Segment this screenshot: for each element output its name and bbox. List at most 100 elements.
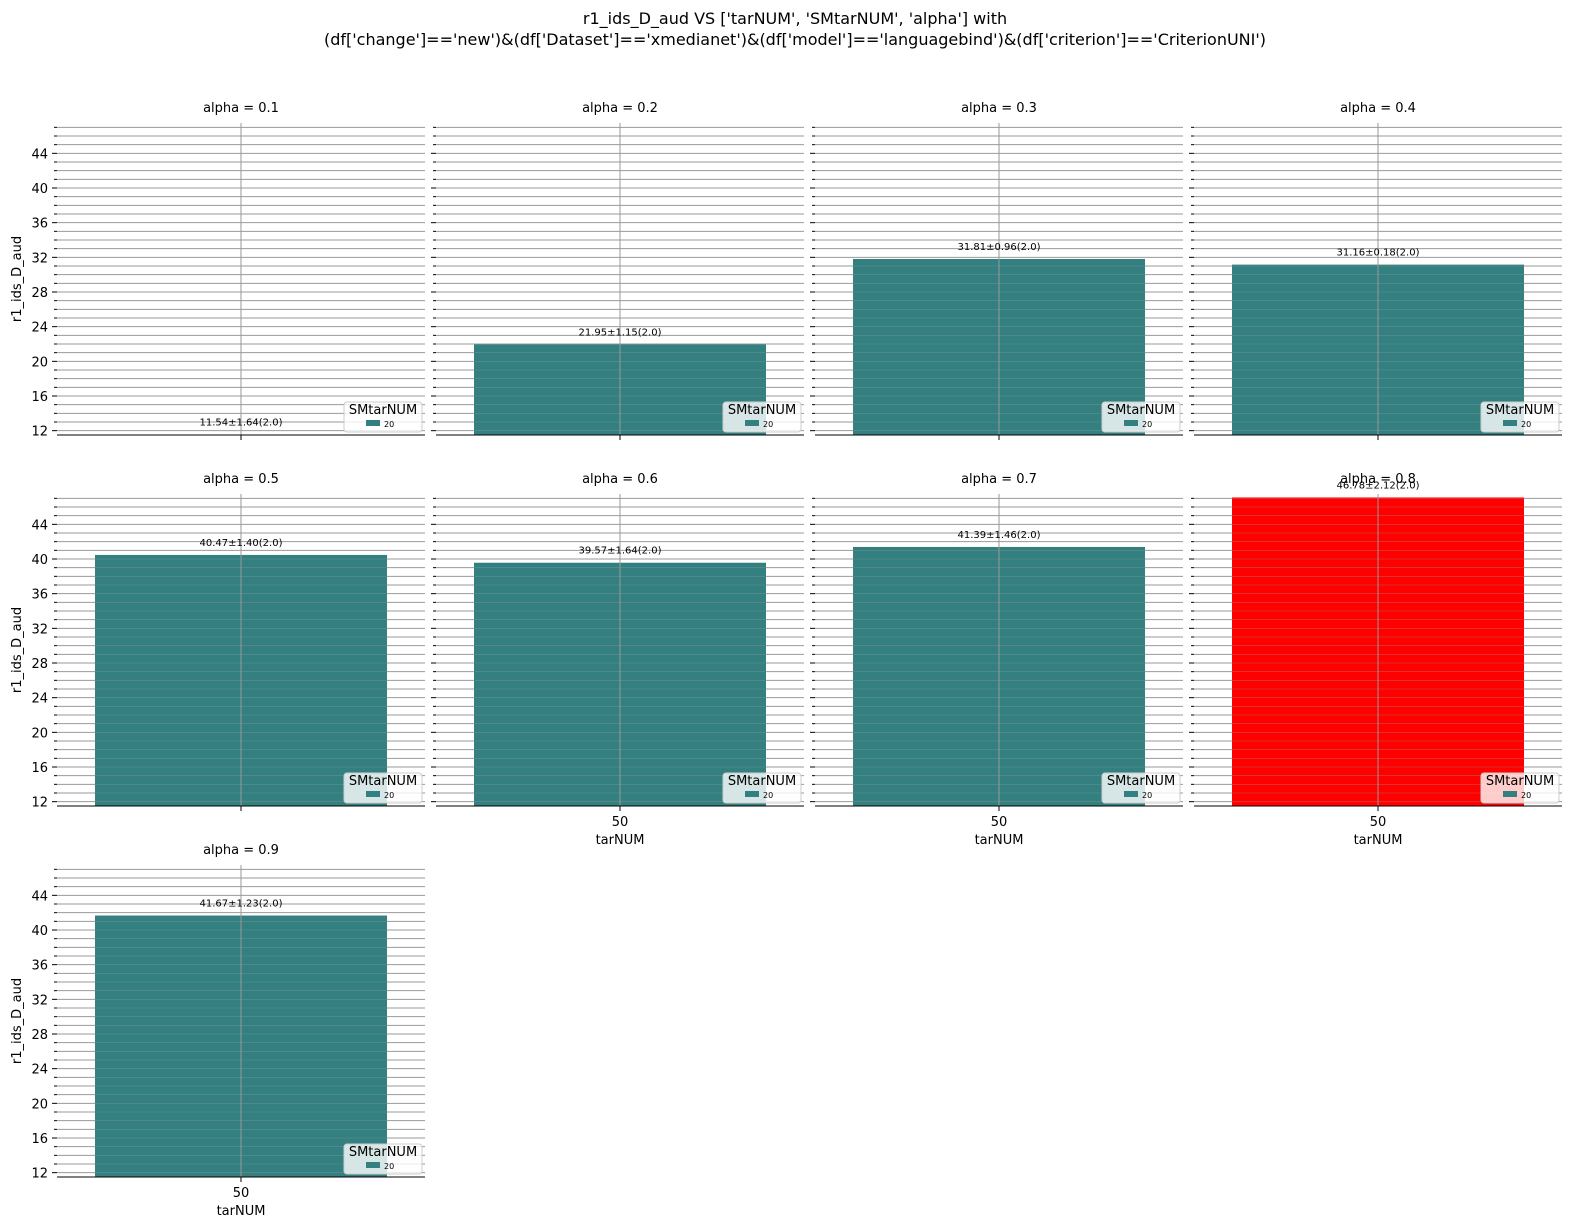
bar-value-label: 40.47±1.40(2.0) xyxy=(200,538,283,549)
y-tick-label: 44 xyxy=(31,889,48,904)
panel-2: alpha = 0.2 21.95±1.15(2.0) SMtarNUM 20 xyxy=(431,101,804,440)
bar-value-label: 31.81±0.96(2.0) xyxy=(958,242,1041,253)
panel-9: 12 16 20 24 28 32 36 40 44 r1_ids_D_aud 50 tarNUM al… xyxy=(10,843,425,1219)
y-tick-label: 12 xyxy=(31,1167,48,1182)
legend-swatch xyxy=(745,420,759,426)
panel-8: 50 tarNUM alpha = 0.846.78±2.12(2.0) SMtarN… xyxy=(1189,472,1562,848)
y-tick-label: 28 xyxy=(31,657,48,672)
y-tick-label: 16 xyxy=(31,1132,48,1147)
bar-value-label: 31.16±0.18(2.0) xyxy=(1337,248,1420,259)
legend-title: SMtarNUM xyxy=(1486,774,1554,789)
panel-3: alpha = 0.3 31.81±0.96(2.0) SMtarNUM 20 xyxy=(810,101,1183,440)
x-axis-label: tarNUM xyxy=(217,1204,266,1219)
y-tick-label: 20 xyxy=(31,1097,48,1112)
legend-title: SMtarNUM xyxy=(728,403,796,418)
legend-entry: 20 xyxy=(384,420,394,429)
legend-entry: 20 xyxy=(1142,791,1152,800)
chart-title-line1: r1_ids_D_aud VS ['tarNUM', 'SMtarNUM', '… xyxy=(583,9,1007,29)
panel-title: alpha = 0.5 xyxy=(203,472,279,487)
legend-title: SMtarNUM xyxy=(1107,403,1175,418)
legend-box xyxy=(1480,772,1560,804)
legend-entry: 20 xyxy=(1521,791,1531,800)
y-tick-label: 12 xyxy=(31,425,48,440)
legend-entry: 20 xyxy=(1142,420,1152,429)
y-axis-label: r1_ids_D_aud xyxy=(10,978,25,1064)
legend-swatch xyxy=(366,420,380,426)
y-tick-label: 40 xyxy=(31,553,48,568)
panel-6: 50 tarNUM alpha = 0.6 39.57±1.64(2.0) SMtarN… xyxy=(431,472,804,848)
legend-box xyxy=(343,772,423,804)
legend-title: SMtarNUM xyxy=(349,1145,417,1160)
legend-box xyxy=(722,772,802,804)
y-tick-label: 32 xyxy=(31,622,48,637)
x-tick-label: 50 xyxy=(612,815,629,830)
y-tick-label: 20 xyxy=(31,726,48,741)
legend-box xyxy=(1101,772,1181,804)
y-axis-label: r1_ids_D_aud xyxy=(10,607,25,693)
legend-title: SMtarNUM xyxy=(728,774,796,789)
y-tick-label: 44 xyxy=(31,147,48,162)
legend-title: SMtarNUM xyxy=(349,774,417,789)
legend-swatch xyxy=(1503,420,1517,426)
y-tick-label: 28 xyxy=(31,286,48,301)
legend-entry: 20 xyxy=(1521,420,1531,429)
panel-title: alpha = 0.2 xyxy=(582,101,658,116)
panel-title: alpha = 0.9 xyxy=(203,843,279,858)
legend-title: SMtarNUM xyxy=(1486,403,1554,418)
x-tick-label: 50 xyxy=(991,815,1008,830)
legend-swatch xyxy=(366,791,380,797)
panel-title: alpha = 0.6 xyxy=(582,472,658,487)
x-axis-label: tarNUM xyxy=(596,833,645,848)
y-tick-label: 40 xyxy=(31,924,48,939)
legend-entry: 20 xyxy=(384,1162,394,1171)
y-tick-label: 24 xyxy=(31,692,48,707)
panel-title: alpha = 0.8 xyxy=(1340,472,1416,487)
y-tick-label: 36 xyxy=(31,588,48,603)
y-tick-label: 16 xyxy=(31,761,48,776)
y-tick-label: 36 xyxy=(31,217,48,232)
bar-value-label: 11.54±1.64(2.0) xyxy=(200,418,283,429)
panel-title: alpha = 0.1 xyxy=(203,101,279,116)
panel-5: 12 16 20 24 28 32 36 40 44 r1_ids_D_aud alpha = 0.… xyxy=(10,472,425,811)
y-tick-label: 16 xyxy=(31,390,48,405)
y-tick-label: 24 xyxy=(31,1063,48,1078)
legend-entry: 20 xyxy=(763,791,773,800)
legend-swatch xyxy=(1503,791,1517,797)
y-axis-label: r1_ids_D_aud xyxy=(10,236,25,322)
bar-value-label: 46.78±2.12(2.0) xyxy=(1337,480,1420,491)
x-axis-label: tarNUM xyxy=(975,833,1024,848)
panel-7: 50 tarNUM alpha = 0.7 41.39±1.46(2.0) SMtarN… xyxy=(810,472,1183,848)
y-tick-label: 32 xyxy=(31,251,48,266)
bar-value-label: 41.39±1.46(2.0) xyxy=(958,530,1041,541)
y-tick-label: 32 xyxy=(31,993,48,1008)
y-tick-label: 40 xyxy=(31,182,48,197)
chart-title-line2: (df['change']=='new')&(df['Dataset']=='x… xyxy=(324,30,1266,49)
panel-title: alpha = 0.7 xyxy=(961,472,1037,487)
legend-title: SMtarNUM xyxy=(1107,774,1175,789)
legend-swatch xyxy=(1124,420,1138,426)
panel-1: 12 16 20 24 28 32 36 40 44 r1_ids_D_aud alpha = 0.… xyxy=(10,101,425,440)
legend-swatch xyxy=(1124,791,1138,797)
y-tick-label: 44 xyxy=(31,518,48,533)
y-tick-label: 20 xyxy=(31,355,48,370)
bar-value-label: 41.67±1.23(2.0) xyxy=(200,899,283,910)
x-tick-label: 50 xyxy=(233,1186,250,1201)
panel-title: alpha = 0.3 xyxy=(961,101,1037,116)
legend-box xyxy=(343,1143,423,1175)
legend-box xyxy=(1101,401,1181,433)
y-tick-label: 12 xyxy=(31,796,48,811)
x-axis-label: tarNUM xyxy=(1354,833,1403,848)
panel-title: alpha = 0.4 xyxy=(1340,101,1416,116)
legend-title: SMtarNUM xyxy=(349,403,417,418)
legend-box xyxy=(722,401,802,433)
legend-box xyxy=(1480,401,1560,433)
panel-4: alpha = 0.4 31.16±0.18(2.0) SMtarNUM 20 xyxy=(1189,101,1562,440)
legend-box xyxy=(343,401,423,433)
legend-swatch xyxy=(745,791,759,797)
legend-entry: 20 xyxy=(763,420,773,429)
x-tick-label: 50 xyxy=(1370,815,1387,830)
legend-swatch xyxy=(366,1162,380,1168)
bar-value-label: 21.95±1.15(2.0) xyxy=(579,327,662,338)
